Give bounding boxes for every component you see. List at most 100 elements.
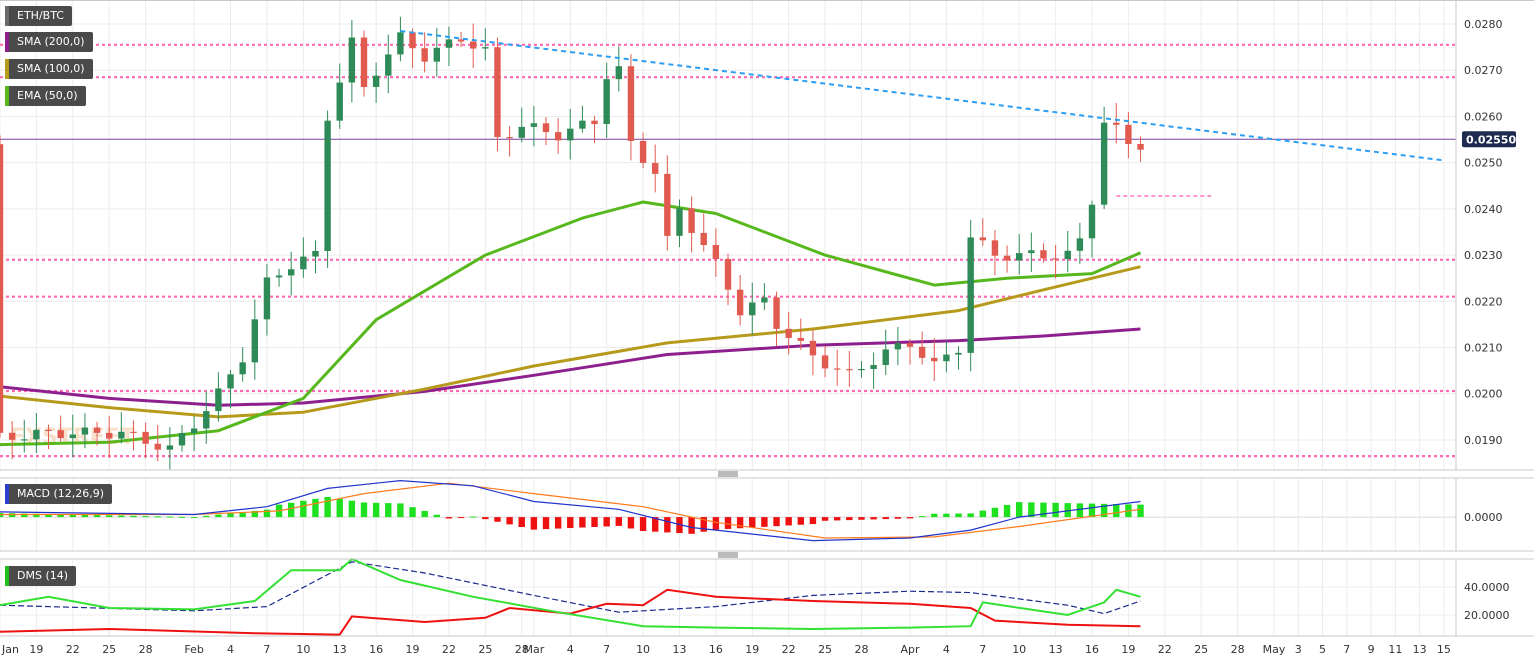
macd-signal-line [0, 482, 1141, 539]
candle-body [57, 430, 64, 439]
candle-body [397, 32, 404, 55]
candle-body [154, 443, 161, 450]
ema50-label[interactable]: EMA (50,0) [5, 86, 86, 106]
candle-body [21, 439, 28, 441]
macd-histogram-bar [166, 516, 174, 518]
macd-histogram-bar [1016, 502, 1023, 518]
instrument-color-bar [5, 6, 9, 26]
macd-histogram-bar [348, 500, 356, 518]
candle-body [166, 445, 174, 450]
candle-body [809, 340, 817, 356]
candle-body [1028, 250, 1035, 254]
macd-histogram-bar [639, 517, 647, 532]
macd-histogram-bar [8, 513, 16, 518]
candle-body [979, 237, 986, 241]
macd-histogram-bar [385, 503, 392, 518]
macd-histogram-bar [700, 517, 707, 532]
candle-body [652, 162, 659, 174]
time-tick-label: 25 [1194, 643, 1208, 656]
time-tick-label: Apr [900, 643, 920, 656]
candle-body [603, 79, 610, 125]
candle-body [118, 431, 125, 439]
macd-histogram-bar [761, 517, 768, 527]
time-tick-label: 19 [406, 643, 420, 656]
candle-body [773, 297, 780, 329]
sma200-name: SMA (200,0) [17, 35, 85, 48]
macd-histogram-bar [1088, 503, 1096, 518]
candle-body [846, 369, 853, 371]
candle-body [688, 208, 695, 233]
macd-histogram-bar [749, 517, 756, 528]
candle-body [106, 432, 113, 439]
candle-body [724, 259, 732, 290]
candle-body [749, 302, 756, 316]
candle-body [1040, 250, 1047, 259]
macd-label[interactable]: MACD (12,26,9) [5, 484, 113, 504]
macd-histogram-bar [603, 517, 610, 527]
candle-body [288, 269, 295, 276]
macd-histogram-bar [1113, 504, 1120, 518]
macd-histogram-bar [506, 517, 513, 525]
ema50-line [0, 200, 1142, 447]
instrument-label[interactable]: ETH/BTC [5, 6, 72, 26]
macd-histogram-bar [324, 496, 331, 518]
macd-histogram-bar [457, 517, 465, 519]
time-tick-label: 16 [369, 643, 383, 656]
time-tick-label: 22 [66, 643, 80, 656]
candle-body [385, 54, 392, 76]
macd-histogram-bar [882, 517, 889, 520]
macd-histogram-bar [251, 510, 258, 518]
price-tick-label: 0.0260 [1464, 110, 1503, 123]
sma200-color-bar [5, 32, 9, 52]
plus-di-line [0, 557, 1141, 631]
candle-body [142, 431, 149, 444]
macd-histogram-bar [567, 517, 574, 529]
time-tick-label: 13 [672, 643, 686, 656]
candle-body [918, 346, 926, 358]
macd-histogram-bar [991, 507, 999, 518]
candle-body [700, 232, 707, 246]
macd-histogram-bar [81, 514, 89, 518]
macd-histogram-bar [530, 517, 538, 530]
macd-histogram-bar [1003, 504, 1011, 518]
price-tick-label: 0.0280 [1464, 18, 1503, 31]
macd-histogram-bar [846, 517, 853, 521]
time-tick-label: 16 [1085, 643, 1099, 656]
macd-histogram-bar [1076, 503, 1084, 518]
candle-body [494, 47, 501, 138]
sma100-label[interactable]: SMA (100,0) [5, 59, 93, 79]
macd-histogram-bar [21, 513, 28, 518]
candle-body [579, 120, 586, 129]
candle-body [336, 82, 343, 121]
macd-histogram-bar [1064, 503, 1071, 518]
candle-body [69, 434, 76, 439]
sma200-label[interactable]: SMA (200,0) [5, 32, 93, 52]
macd-histogram-bar [106, 515, 113, 518]
candle-body [130, 431, 137, 433]
macd-histogram-bar [542, 517, 550, 530]
price-tick-label: 0.0270 [1464, 64, 1503, 77]
macd-histogram-bar [724, 517, 732, 529]
macd-histogram-bar [906, 517, 914, 519]
macd-histogram-bar [93, 515, 101, 518]
macd-histogram-bar [263, 509, 271, 518]
dms-label[interactable]: DMS (14) [5, 566, 77, 586]
time-tick-label: 3 [1295, 643, 1302, 656]
candle-body [457, 39, 465, 42]
candle-body [518, 126, 525, 138]
candle-body [712, 245, 720, 260]
time-tick-label: 13 [333, 643, 347, 656]
macd-histogram-bar [712, 517, 720, 530]
macd-histogram-bar [894, 517, 902, 519]
macd-histogram-bar [809, 517, 817, 525]
macd-histogram-bar [288, 502, 295, 518]
time-tick-label: 7 [263, 643, 270, 656]
candle-body [1088, 204, 1096, 239]
instrument-name: ETH/BTC [17, 9, 64, 22]
candle-body [858, 368, 865, 371]
time-tick-label: 5 [1319, 643, 1326, 656]
candle-body [821, 355, 829, 369]
price-tick-label: 0.0230 [1464, 249, 1503, 262]
candle-body [991, 240, 999, 256]
